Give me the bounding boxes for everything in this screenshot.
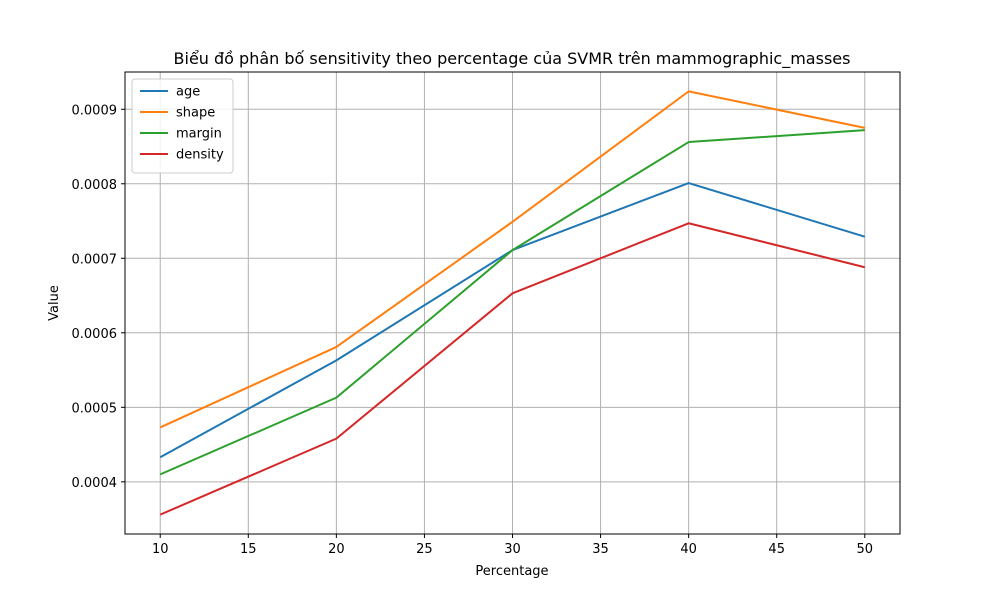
x-tick-label: 20 xyxy=(328,542,345,557)
x-tick-label: 10 xyxy=(152,542,169,557)
legend-box xyxy=(131,78,234,174)
legend-label-density: density xyxy=(176,148,224,163)
legend: age shape margin density xyxy=(131,78,234,174)
series-line-density xyxy=(159,222,866,516)
series-line-margin xyxy=(159,129,865,476)
y-tick-label: 0.0005 xyxy=(72,401,118,416)
y-axis-label: Value xyxy=(47,285,62,321)
legend-label-shape: shape xyxy=(176,106,215,121)
grid-lines xyxy=(125,72,900,534)
y-tick-label: 0.0006 xyxy=(72,327,118,342)
legend-label-margin: margin xyxy=(176,127,222,142)
x-tick-label: 50 xyxy=(856,542,873,557)
x-axis-ticks: 10 15 20 25 30 35 40 45 50 xyxy=(152,534,873,557)
x-tick-label: 25 xyxy=(416,542,433,557)
x-axis-label: Percentage xyxy=(475,564,548,579)
y-axis-ticks: 0.0004 0.0005 0.0006 0.0007 0.0008 0.0009 xyxy=(72,103,125,491)
y-tick-label: 0.0008 xyxy=(72,178,118,193)
chart-title: Biểu đồ phân bố sensitivity theo percent… xyxy=(174,49,851,69)
x-tick-label: 45 xyxy=(768,542,785,557)
series-lines xyxy=(159,90,866,516)
x-tick-label: 15 xyxy=(240,542,257,557)
series-line-shape xyxy=(159,90,865,429)
x-tick-label: 30 xyxy=(504,542,521,557)
y-tick-label: 0.0009 xyxy=(72,103,118,118)
y-tick-label: 0.0004 xyxy=(72,476,118,491)
x-tick-label: 35 xyxy=(592,542,609,557)
x-tick-label: 40 xyxy=(680,542,697,557)
legend-label-age: age xyxy=(176,85,200,100)
y-tick-label: 0.0007 xyxy=(72,252,118,267)
